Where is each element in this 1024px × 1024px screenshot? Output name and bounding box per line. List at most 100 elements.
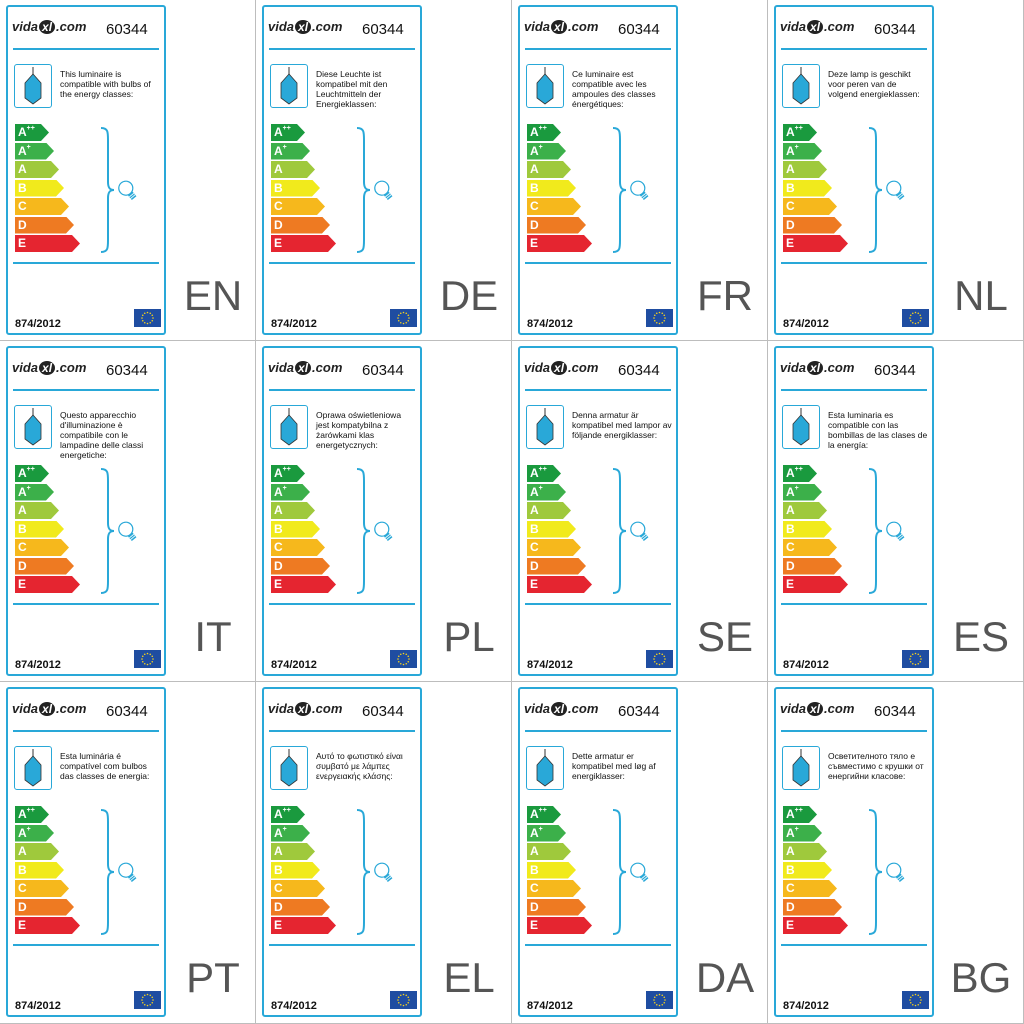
energy-class-arrow: D	[783, 558, 842, 575]
compatibility-text: Αυτό το φωτιστικό είναι συμβατό με λάμπε…	[316, 751, 403, 781]
energy-class-arrow: D	[15, 899, 74, 916]
language-code: EL	[443, 954, 495, 1001]
divider	[269, 389, 415, 391]
compatibility-text: Dette armatur er kompatibel med løg af e…	[572, 751, 656, 781]
divider	[269, 48, 415, 50]
brand-logo: vida xl .com	[780, 19, 855, 34]
label-cell-de: vida xl .com 60344 Diese Leuchte ist kompati…	[256, 0, 512, 341]
product-code: 60344	[106, 703, 148, 720]
divider	[13, 944, 159, 946]
energy-class-arrow: A++	[527, 124, 561, 141]
energy-class-arrow: E	[527, 917, 592, 934]
brand-logo: vida xl .com	[268, 701, 343, 716]
product-code: 60344	[362, 703, 404, 720]
energy-class-arrow: E	[271, 235, 336, 252]
energy-class-arrow: B	[527, 521, 576, 538]
eu-flag-icon	[390, 991, 417, 1009]
energy-class-arrow: C	[271, 539, 325, 556]
language-code: NL	[954, 272, 1008, 319]
pendant-lamp-icon	[14, 746, 52, 790]
regulation-number: 874/2012	[15, 318, 61, 330]
energy-class-arrow: A+	[15, 484, 54, 501]
energy-class-arrow: A+	[527, 484, 566, 501]
energy-class-arrow: A++	[15, 465, 49, 482]
energy-class-arrow: A	[15, 843, 59, 860]
energy-class-arrow: C	[15, 198, 69, 215]
divider	[781, 262, 927, 264]
regulation-number: 874/2012	[783, 1000, 829, 1012]
energy-class-arrow: A+	[527, 825, 566, 842]
label-cell-da: vida xl .com 60344 Dette armatur er kompatib…	[512, 682, 768, 1024]
divider	[781, 48, 927, 50]
energy-class-arrow: A	[271, 502, 315, 519]
divider	[525, 389, 671, 391]
compatibility-text: Ce luminaire est compatible avec les amp…	[572, 69, 656, 109]
language-code: FR	[697, 272, 753, 319]
energy-class-arrow: E	[783, 235, 848, 252]
eu-flag-icon	[134, 991, 161, 1009]
energy-class-arrow: C	[527, 880, 581, 897]
eu-flag-icon	[134, 650, 161, 668]
energy-class-arrow: E	[783, 576, 848, 593]
bulb-icon	[886, 521, 905, 542]
label-cell-en: vida xl .com 60344 This luminaire is compati…	[0, 0, 256, 341]
energy-class-arrow: A	[271, 161, 315, 178]
pendant-lamp-icon	[14, 405, 52, 449]
energy-class-arrow: A+	[15, 143, 54, 160]
energy-class-arrow: B	[271, 521, 320, 538]
product-code: 60344	[362, 21, 404, 38]
bulb-icon	[374, 521, 393, 542]
energy-class-arrow: A	[527, 502, 571, 519]
pendant-lamp-icon	[782, 64, 820, 108]
brace-icon	[612, 809, 627, 935]
energy-class-arrow: B	[783, 180, 832, 197]
pendant-lamp-icon	[782, 746, 820, 790]
divider	[781, 389, 927, 391]
divider	[781, 944, 927, 946]
brace-icon	[356, 127, 371, 253]
compatibility-text: This luminaire is compatible with bulbs …	[60, 69, 151, 99]
bulb-icon	[374, 180, 393, 201]
brace-icon	[100, 809, 115, 935]
divider	[525, 603, 671, 605]
energy-class-arrow: A++	[783, 806, 817, 823]
product-code: 60344	[362, 362, 404, 379]
energy-label-card: vida xl .com 60344 Esta luminária é compatív…	[6, 687, 166, 1017]
energy-class-arrow: C	[527, 539, 581, 556]
regulation-number: 874/2012	[15, 659, 61, 671]
brand-logo: vida xl .com	[524, 701, 599, 716]
regulation-number: 874/2012	[271, 659, 317, 671]
brace-icon	[356, 468, 371, 594]
energy-class-arrow: A++	[527, 465, 561, 482]
brand-logo: vida xl .com	[12, 701, 87, 716]
compatibility-text: Esta luminaria es compatible con las bom…	[828, 410, 928, 450]
brace-icon	[100, 127, 115, 253]
compatibility-text: Esta luminária é compatível com bulbos d…	[60, 751, 150, 781]
divider	[525, 262, 671, 264]
energy-class-arrow: A+	[783, 484, 822, 501]
divider	[13, 389, 159, 391]
brace-icon	[868, 468, 883, 594]
bulb-icon	[118, 521, 137, 542]
compatibility-text: Diese Leuchte ist kompatibel mit den Leu…	[316, 69, 388, 109]
pendant-lamp-icon	[782, 405, 820, 449]
energy-class-arrow: A	[783, 843, 827, 860]
divider	[13, 262, 159, 264]
product-code: 60344	[618, 703, 660, 720]
energy-class-arrow: D	[527, 217, 586, 234]
brace-icon	[868, 127, 883, 253]
regulation-number: 874/2012	[527, 659, 573, 671]
energy-class-arrow: D	[527, 899, 586, 916]
label-cell-nl: vida xl .com 60344 Deze lamp is geschikt voo…	[768, 0, 1024, 341]
energy-class-arrow: A+	[271, 825, 310, 842]
energy-label-card: vida xl .com 60344 Осветителното тяло е съвм…	[774, 687, 934, 1017]
bulb-icon	[630, 862, 649, 883]
label-cell-pt: vida xl .com 60344 Esta luminária é compatív…	[0, 682, 256, 1024]
energy-class-arrow: E	[783, 917, 848, 934]
compatibility-text: Oprawa oświetleniowa jest kompatybilna z…	[316, 410, 402, 450]
energy-class-arrow: C	[271, 880, 325, 897]
energy-class-arrow: E	[271, 576, 336, 593]
energy-class-arrow: A++	[271, 465, 305, 482]
divider	[781, 603, 927, 605]
